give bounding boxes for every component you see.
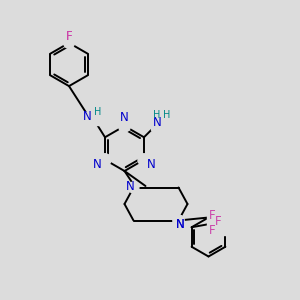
Text: H: H (163, 110, 170, 120)
Text: F: F (209, 224, 216, 237)
Circle shape (138, 154, 150, 166)
Bar (207, 214, 234, 235)
Text: N: N (126, 179, 135, 193)
Bar (151, 115, 175, 130)
Text: N: N (82, 110, 91, 124)
Circle shape (173, 215, 184, 226)
Text: F: F (66, 30, 72, 43)
Circle shape (64, 38, 74, 48)
Text: F: F (66, 30, 72, 43)
Text: F: F (209, 209, 216, 222)
Text: N: N (176, 218, 184, 232)
Text: N: N (120, 111, 129, 124)
Text: H: H (94, 107, 102, 117)
Text: N: N (176, 218, 184, 232)
Bar (79, 112, 104, 125)
Text: H: H (153, 110, 161, 120)
Text: N: N (147, 158, 156, 170)
Circle shape (128, 182, 139, 193)
Text: N: N (153, 116, 162, 129)
Text: F: F (215, 215, 222, 228)
Circle shape (173, 215, 184, 226)
Circle shape (99, 154, 111, 166)
Circle shape (118, 120, 130, 132)
Text: N: N (93, 158, 102, 170)
